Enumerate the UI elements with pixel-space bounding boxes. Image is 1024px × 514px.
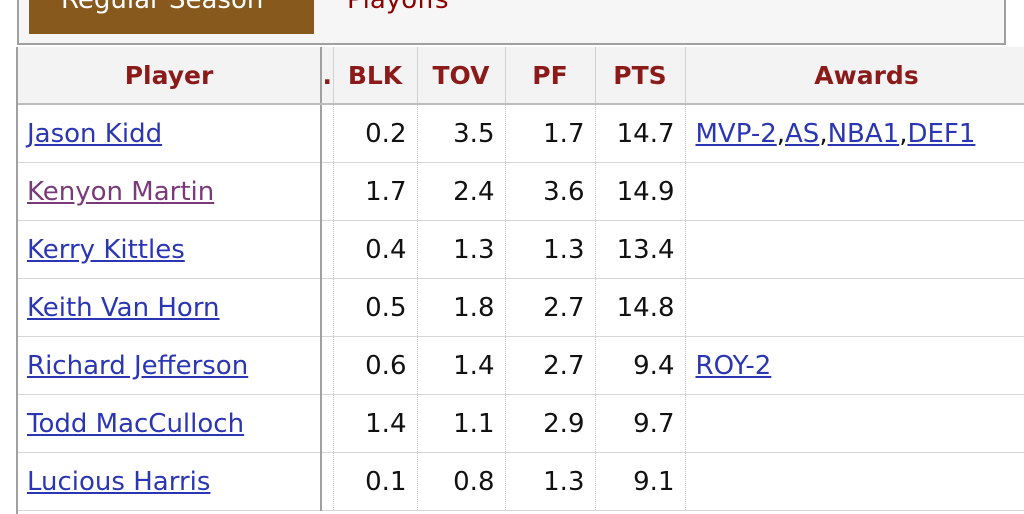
blk-cell: 0.2 <box>333 104 418 163</box>
pf-cell: 1.7 <box>505 104 596 163</box>
player-link[interactable]: Todd MacCulloch <box>27 408 245 439</box>
player-link[interactable]: Lucious Harris <box>27 466 211 497</box>
clipped-cell <box>321 336 334 395</box>
awards-cell <box>685 278 1024 337</box>
tov-cell: 2.4 <box>417 162 506 221</box>
awards-cell <box>685 452 1024 511</box>
tov-cell: 1.4 <box>417 336 506 395</box>
table-row: Kerry Kittles 0.4 1.3 1.3 13.4 <box>18 220 1024 279</box>
header-awards: Awards <box>685 47 1024 105</box>
header-clipped-column[interactable]: . <box>321 47 334 105</box>
stats-table-container[interactable]: Player . BLK TOV PF PTS Awards Jason Kid… <box>16 47 1024 514</box>
player-stats-table: Player . BLK TOV PF PTS Awards Jason Kid… <box>18 47 1024 511</box>
tov-cell: 0.8 <box>417 452 506 511</box>
header-tov[interactable]: TOV <box>417 47 506 105</box>
player-link[interactable]: Kenyon Martin <box>27 176 215 207</box>
player-cell: Keith Van Horn <box>18 278 322 337</box>
header-pf[interactable]: PF <box>505 47 596 105</box>
table-row: Todd MacCulloch 1.4 1.1 2.9 9.7 <box>18 394 1024 453</box>
pf-cell: 3.6 <box>505 162 596 221</box>
tov-cell: 3.5 <box>417 104 506 163</box>
pf-cell: 2.9 <box>505 394 596 453</box>
clipped-cell <box>321 104 334 163</box>
pf-cell: 1.3 <box>505 220 596 279</box>
pts-cell: 14.8 <box>595 278 686 337</box>
pts-cell: 9.7 <box>595 394 686 453</box>
clipped-cell <box>321 162 334 221</box>
award-separator: , <box>899 118 908 149</box>
table-header-row: Player . BLK TOV PF PTS Awards <box>18 47 1024 105</box>
player-link[interactable]: Kerry Kittles <box>27 234 185 265</box>
header-pts[interactable]: PTS <box>595 47 686 105</box>
player-link[interactable]: Keith Van Horn <box>27 292 220 323</box>
tov-cell: 1.3 <box>417 220 506 279</box>
awards-cell: ROY-2 <box>685 336 1024 395</box>
award-link[interactable]: NBA1 <box>827 118 900 149</box>
award-link[interactable]: MVP-2 <box>695 118 777 149</box>
player-cell: Lucious Harris <box>18 452 322 511</box>
blk-cell: 1.4 <box>333 394 418 453</box>
pf-cell: 2.7 <box>505 278 596 337</box>
clipped-cell <box>321 452 334 511</box>
awards-cell <box>685 220 1024 279</box>
header-blk[interactable]: BLK <box>333 47 418 105</box>
award-link[interactable]: ROY-2 <box>695 350 772 381</box>
player-cell: Jason Kidd <box>18 104 322 163</box>
blk-cell: 0.5 <box>333 278 418 337</box>
pts-cell: 14.7 <box>595 104 686 163</box>
player-link[interactable]: Jason Kidd <box>27 118 163 149</box>
blk-cell: 1.7 <box>333 162 418 221</box>
tov-cell: 1.8 <box>417 278 506 337</box>
player-link[interactable]: Richard Jefferson <box>27 350 249 381</box>
pts-cell: 14.9 <box>595 162 686 221</box>
clipped-cell <box>321 278 334 337</box>
tov-cell: 1.1 <box>417 394 506 453</box>
pts-cell: 9.1 <box>595 452 686 511</box>
pf-cell: 1.3 <box>505 452 596 511</box>
player-cell: Kerry Kittles <box>18 220 322 279</box>
awards-cell: MVP-2,AS,NBA1,DEF1 <box>685 104 1024 163</box>
table-row: Keith Van Horn 0.5 1.8 2.7 14.8 <box>18 278 1024 337</box>
season-tab-bar: Regular Season Playoffs <box>17 0 1006 45</box>
table-row: Kenyon Martin 1.7 2.4 3.6 14.9 <box>18 162 1024 221</box>
award-link[interactable]: DEF1 <box>907 118 976 149</box>
table-row: Richard Jefferson 0.6 1.4 2.7 9.4 ROY-2 <box>18 336 1024 395</box>
tab-playoffs[interactable]: Playoffs <box>347 0 449 15</box>
blk-cell: 0.6 <box>333 336 418 395</box>
clipped-cell <box>321 220 334 279</box>
tab-regular-season[interactable]: Regular Season <box>29 0 314 34</box>
pts-cell: 9.4 <box>595 336 686 395</box>
blk-cell: 0.1 <box>333 452 418 511</box>
awards-cell <box>685 394 1024 453</box>
table-row: Lucious Harris 0.1 0.8 1.3 9.1 <box>18 452 1024 511</box>
pts-cell: 13.4 <box>595 220 686 279</box>
award-link[interactable]: AS <box>785 118 820 149</box>
awards-cell <box>685 162 1024 221</box>
pf-cell: 2.7 <box>505 336 596 395</box>
player-cell: Todd MacCulloch <box>18 394 322 453</box>
blk-cell: 0.4 <box>333 220 418 279</box>
clipped-cell <box>321 394 334 453</box>
award-separator: , <box>819 118 828 149</box>
header-player[interactable]: Player <box>18 47 322 105</box>
player-cell: Richard Jefferson <box>18 336 322 395</box>
table-row: Jason Kidd 0.2 3.5 1.7 14.7 MVP-2,AS,NBA1,DEF… <box>18 104 1024 163</box>
player-cell: Kenyon Martin <box>18 162 322 221</box>
award-separator: , <box>776 118 786 149</box>
